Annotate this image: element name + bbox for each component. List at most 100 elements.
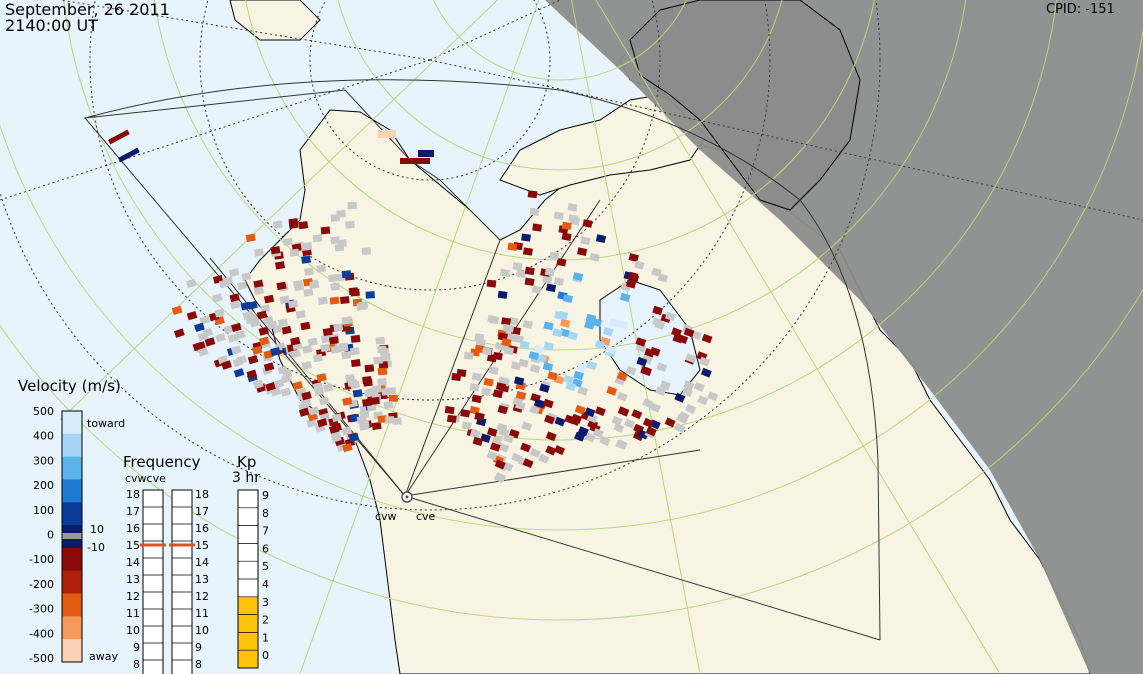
scatter-cell bbox=[659, 380, 671, 391]
scatter-cell bbox=[518, 358, 529, 368]
scatter-cell bbox=[365, 291, 375, 299]
colorbar-segment bbox=[62, 456, 82, 480]
scatter-cell bbox=[497, 405, 508, 415]
scatter-cell bbox=[683, 327, 695, 338]
scatter-cell bbox=[471, 394, 482, 404]
scatter-cell bbox=[341, 351, 352, 360]
scatter-cell bbox=[323, 383, 334, 393]
scatter-cell bbox=[655, 386, 667, 397]
velocity-tick: 0 bbox=[47, 529, 54, 542]
scatter-cell bbox=[392, 417, 402, 425]
frequency-tick: 16 bbox=[195, 522, 209, 535]
scatter-cell bbox=[300, 398, 312, 408]
velocity-tick: -100 bbox=[29, 553, 54, 566]
scatter-cell bbox=[545, 431, 557, 442]
scatter-cell bbox=[384, 415, 395, 424]
scatter-cell bbox=[270, 347, 281, 357]
scatter-cell bbox=[253, 248, 265, 257]
scatter-cell bbox=[174, 328, 185, 338]
frequency-tick: 14 bbox=[126, 556, 140, 569]
scatter-cell bbox=[515, 400, 526, 411]
scatter-cell bbox=[542, 362, 554, 372]
scatter-cell bbox=[487, 427, 498, 437]
radar-fov bbox=[84, 79, 881, 641]
scatter-cell bbox=[547, 371, 558, 381]
scatter-cell bbox=[298, 221, 309, 230]
scatter-cell bbox=[681, 386, 693, 397]
colorbar-frame bbox=[61, 410, 83, 663]
scatter-cell bbox=[350, 334, 361, 343]
scatter-cell bbox=[199, 315, 211, 325]
colorbar-segment bbox=[62, 479, 82, 503]
scatter-cell bbox=[604, 344, 616, 355]
scatter-cell bbox=[322, 327, 333, 337]
frequency-tick: 12 bbox=[195, 590, 209, 603]
scatter-cell bbox=[350, 380, 360, 390]
scatter-cell bbox=[307, 411, 319, 422]
scatter-cell bbox=[204, 337, 216, 347]
scatter-cell bbox=[545, 445, 557, 456]
scatter-cell bbox=[214, 308, 225, 318]
scatter-cell bbox=[640, 365, 652, 376]
scatter-cell bbox=[186, 278, 197, 288]
scatter-cell bbox=[186, 311, 198, 321]
scatter-cell bbox=[383, 401, 394, 409]
frequency-column-cve bbox=[171, 489, 193, 674]
scatter-cell bbox=[649, 402, 661, 413]
scatter-cell bbox=[652, 305, 663, 316]
scatter-cell bbox=[320, 226, 331, 235]
scatter-cell bbox=[469, 429, 481, 439]
scatter-cell bbox=[235, 330, 246, 340]
velocity-tick: -500 bbox=[29, 652, 54, 665]
radar-label-cve: cve bbox=[416, 510, 436, 523]
scatter-cell bbox=[487, 315, 498, 324]
scatter-cell bbox=[377, 415, 388, 424]
scatter-cell bbox=[656, 362, 668, 373]
kp-tick: 6 bbox=[262, 542, 269, 555]
scatter-cell bbox=[237, 281, 248, 291]
kp-tick: 1 bbox=[262, 631, 269, 644]
scatter-cell bbox=[277, 318, 289, 327]
scatter-cell bbox=[358, 422, 370, 431]
frequency-tick: 10 bbox=[195, 624, 209, 637]
scatter-cell bbox=[631, 409, 643, 420]
scatter-cell bbox=[543, 398, 554, 409]
scatter-cell bbox=[561, 232, 572, 241]
scatter-cell bbox=[289, 248, 300, 257]
scatter-cell bbox=[371, 421, 382, 431]
frequency-tick: 15 bbox=[195, 539, 209, 552]
scatter-cell bbox=[586, 360, 598, 371]
frequency-tick: 15 bbox=[126, 539, 140, 552]
scatter-cell bbox=[584, 432, 596, 443]
scatter-cell bbox=[292, 381, 304, 391]
scatter-cell bbox=[636, 356, 648, 367]
scatter-cell bbox=[194, 322, 205, 332]
scatter-cell bbox=[221, 360, 232, 370]
scatter-cell bbox=[328, 336, 339, 345]
scatter-cell bbox=[513, 376, 525, 386]
scatter-cell bbox=[574, 404, 586, 415]
scatter-cell bbox=[362, 398, 372, 407]
scatter-cell bbox=[290, 336, 301, 346]
scatter-cell bbox=[223, 324, 234, 334]
scatter-cell bbox=[576, 362, 588, 373]
frequency-tick: 9 bbox=[133, 641, 140, 654]
scatter-cell bbox=[486, 353, 497, 363]
scatter-cell bbox=[538, 453, 550, 464]
velocity-scale-title: Velocity (m/s) bbox=[18, 377, 121, 395]
scatter-cell bbox=[515, 390, 527, 401]
scatter-cell bbox=[608, 317, 620, 328]
scatter-cell bbox=[618, 406, 630, 417]
scatter-cell bbox=[488, 366, 499, 375]
scatter-cell bbox=[471, 372, 482, 381]
scatter-cell bbox=[498, 442, 510, 453]
scatter-cell bbox=[678, 411, 690, 422]
scatter-cell bbox=[363, 378, 373, 387]
scatter-cell bbox=[339, 296, 350, 305]
scatter-cell bbox=[253, 379, 264, 390]
scatter-cell bbox=[418, 150, 434, 157]
time-label: 2140:00 UT bbox=[5, 16, 99, 35]
scatter-cell bbox=[333, 323, 344, 332]
scatter-cell bbox=[513, 334, 525, 344]
scatter-cell bbox=[528, 351, 539, 361]
